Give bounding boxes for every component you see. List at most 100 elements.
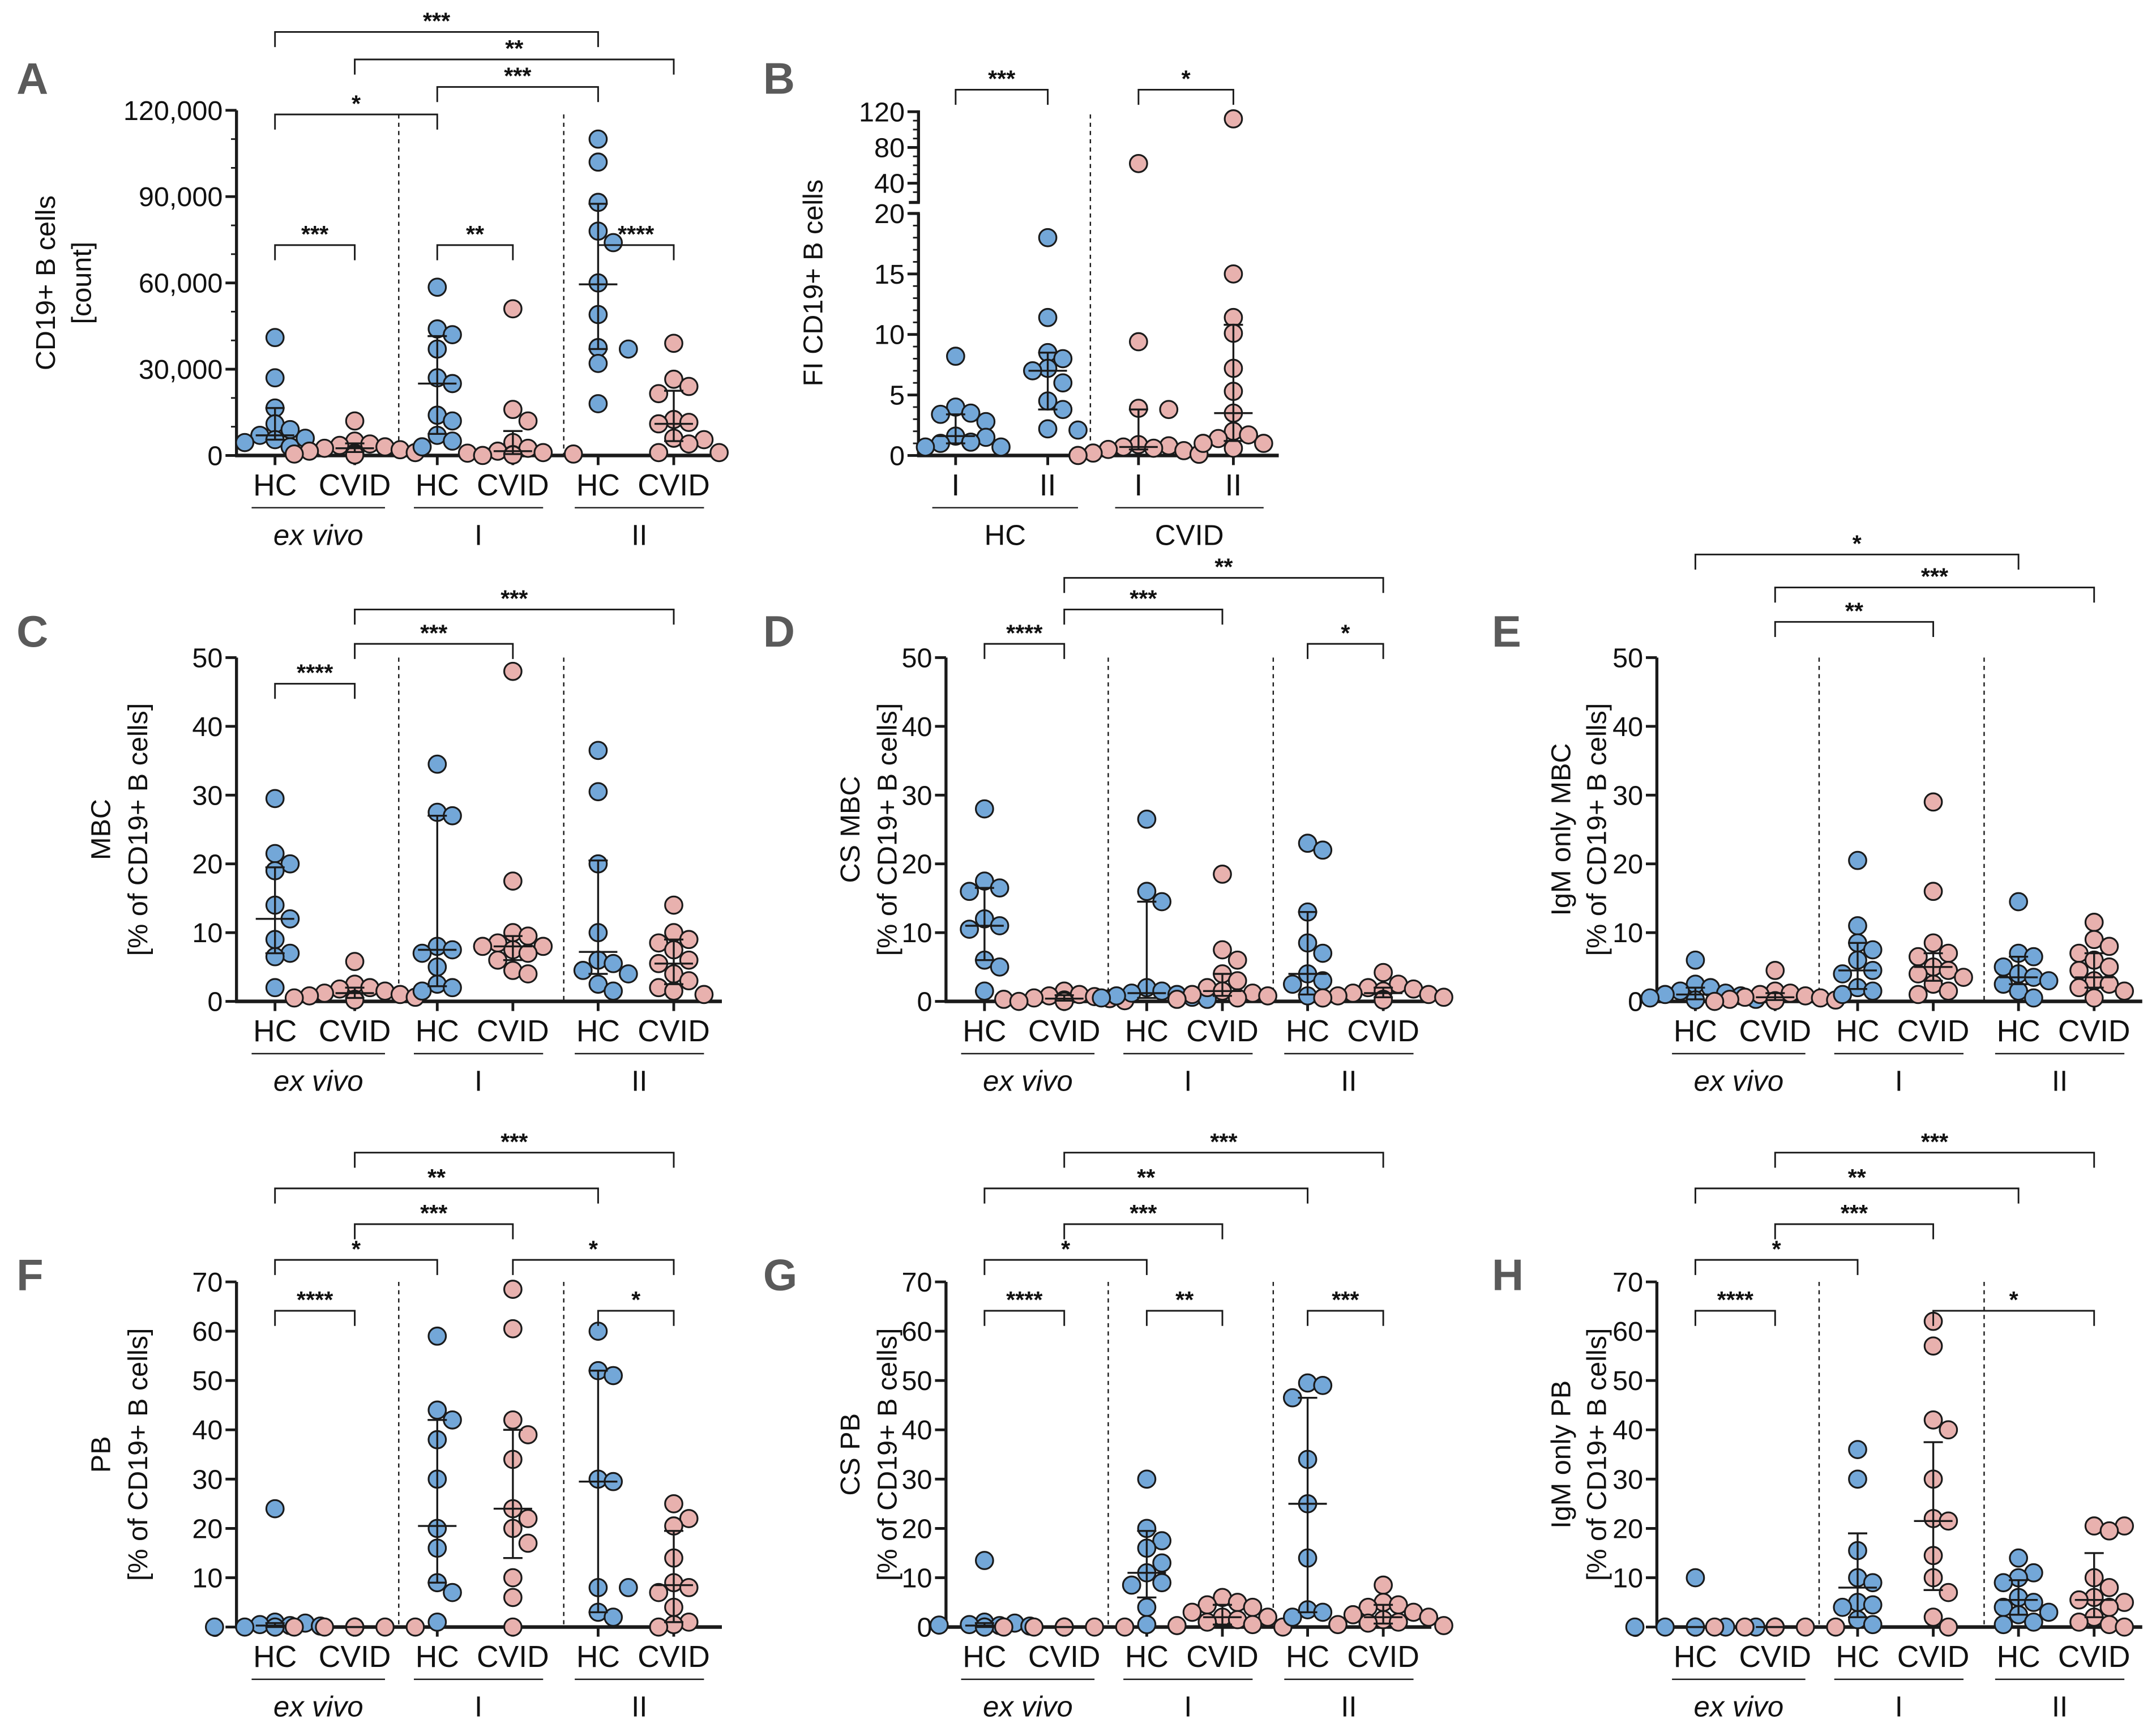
significance-bracket — [354, 58, 675, 75]
group-label: CVID — [1347, 1640, 1419, 1674]
data-point — [1167, 990, 1187, 1009]
data-point — [405, 1617, 425, 1637]
group-label: CVID — [638, 1640, 710, 1674]
data-point — [1313, 1375, 1333, 1395]
significance-bracket — [274, 113, 438, 130]
data-point — [1939, 1583, 1958, 1602]
data-point — [1908, 947, 1928, 967]
y-tick-label: 10 — [192, 918, 223, 948]
significance-bracket — [1774, 1152, 2095, 1168]
significance-stars: *** — [301, 221, 329, 247]
data-point — [1419, 1607, 1439, 1627]
data-point — [2039, 1602, 2059, 1622]
data-point — [2099, 1521, 2119, 1541]
section-label: I — [474, 1690, 482, 1722]
y-tick-label: 60,000 — [139, 268, 223, 299]
significance-stars: **** — [297, 660, 333, 686]
data-point — [204, 1617, 224, 1637]
significance-stars: ** — [466, 221, 485, 247]
panel-letter: A — [16, 55, 48, 104]
significance-stars: * — [2009, 1287, 2019, 1313]
group-label: HC — [253, 469, 297, 502]
data-point — [1833, 985, 1853, 1004]
significance-stars: **** — [1006, 1287, 1043, 1313]
data-point — [427, 1612, 447, 1632]
data-point — [2115, 981, 2134, 1001]
panel-letter: E — [1492, 608, 1521, 656]
data-point — [503, 1280, 523, 1299]
significance-bracket — [354, 1223, 514, 1239]
data-point — [2039, 971, 2059, 991]
group-label: II — [1040, 469, 1056, 502]
data-point — [946, 347, 965, 366]
data-point — [1243, 1615, 1263, 1635]
data-point — [1625, 1617, 1645, 1637]
y-tick-label: 0 — [889, 441, 905, 471]
data-point — [679, 950, 699, 970]
y-tick-label: 70 — [1612, 1267, 1643, 1298]
y-tick-label: 30,000 — [139, 354, 223, 385]
group-label: HC — [253, 1015, 297, 1048]
section-label: ex vivo — [273, 519, 363, 551]
group-label: I — [1134, 469, 1143, 502]
data-point — [1795, 1617, 1815, 1637]
group-label: I — [951, 469, 960, 502]
significance-bracket — [983, 1187, 1309, 1204]
data-point — [974, 1551, 994, 1570]
significance-bracket — [354, 643, 514, 659]
significance-stars: *** — [500, 586, 528, 612]
data-point — [284, 444, 304, 464]
data-point — [1833, 1597, 1853, 1617]
y-tick-label: 10 — [874, 320, 905, 350]
data-point — [518, 1509, 538, 1528]
y-axis-label: CS PB — [835, 1413, 866, 1496]
data-point — [679, 1578, 699, 1597]
panel-letter: H — [1492, 1251, 1524, 1300]
data-point — [2009, 892, 2029, 912]
group-label: HC — [253, 1640, 297, 1674]
data-point — [1128, 153, 1148, 173]
section-label: II — [1341, 1064, 1357, 1097]
section-label: ex vivo — [273, 1690, 363, 1722]
group-label: HC — [962, 1640, 1006, 1674]
significance-stars: *** — [423, 8, 451, 35]
data-point — [679, 434, 699, 454]
significance-stars: * — [1341, 620, 1350, 646]
significance-bracket — [983, 1310, 1066, 1326]
data-point — [443, 1583, 462, 1602]
data-point — [2009, 1548, 2029, 1568]
group-label: HC — [576, 1640, 620, 1674]
y-tick-label: 10 — [902, 918, 932, 948]
data-point — [518, 1533, 538, 1553]
data-point — [1908, 985, 1928, 1004]
y-tick-label: 20 — [192, 1513, 223, 1544]
significance-stars: ** — [1845, 598, 1864, 624]
y-tick-label: 20 — [1612, 849, 1643, 880]
data-point — [1705, 991, 1725, 1011]
group-label: CVID — [2058, 1015, 2131, 1048]
data-point — [2024, 988, 2043, 1008]
group-label: HC — [1674, 1640, 1717, 1674]
data-point — [427, 1326, 447, 1346]
data-point — [1159, 400, 1179, 420]
group-label: CVID — [638, 1015, 710, 1048]
y-axis-label: PB — [85, 1436, 116, 1473]
section-label: II — [1341, 1690, 1357, 1722]
significance-bracket — [1307, 1310, 1384, 1326]
data-point — [1182, 1602, 1202, 1622]
data-point — [604, 981, 623, 1001]
data-point — [1848, 1469, 1867, 1489]
data-point — [1227, 988, 1247, 1008]
data-point — [588, 129, 608, 149]
data-point — [1213, 865, 1232, 884]
significance-bracket — [274, 31, 599, 48]
data-point — [1826, 1617, 1846, 1637]
data-point — [503, 871, 523, 891]
significance-stars: **** — [297, 1287, 333, 1313]
data-point — [1313, 943, 1333, 963]
y-tick-label: 50 — [192, 643, 223, 673]
data-point — [1640, 988, 1660, 1008]
data-point — [1939, 1420, 1958, 1440]
significance-bracket — [1774, 621, 1935, 637]
